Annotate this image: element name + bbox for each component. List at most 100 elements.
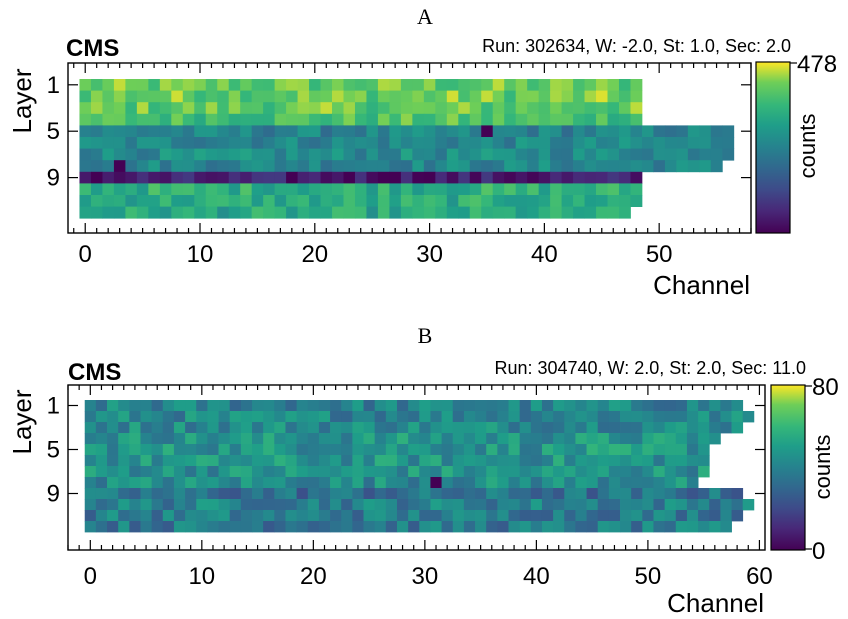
heatmap-cell bbox=[228, 160, 241, 173]
heatmap-cell bbox=[538, 183, 551, 196]
heatmap-cell bbox=[519, 499, 532, 511]
heatmap-cell bbox=[620, 444, 632, 456]
heatmap-cell bbox=[296, 521, 309, 533]
heatmap-cell bbox=[171, 148, 184, 161]
heatmap-cell bbox=[575, 422, 587, 434]
heatmap-cell bbox=[140, 400, 153, 412]
heatmap-cell bbox=[519, 444, 532, 456]
heatmap-cell bbox=[408, 400, 420, 412]
heatmap-cell bbox=[274, 400, 286, 412]
heatmap-cell bbox=[148, 90, 161, 103]
heatmap-cell bbox=[698, 433, 710, 445]
heatmap-cell bbox=[140, 488, 153, 500]
heatmap-cell bbox=[389, 113, 402, 126]
heatmap-cell bbox=[102, 183, 115, 196]
heatmap-cell bbox=[330, 499, 342, 511]
heatmap-cell bbox=[573, 79, 585, 91]
heatmap-cell bbox=[286, 183, 298, 196]
heatmap-cell bbox=[400, 183, 413, 196]
heatmap-cell bbox=[113, 125, 126, 138]
heatmap-cell bbox=[430, 455, 442, 467]
heatmap-cell bbox=[561, 125, 574, 138]
heatmap-cell bbox=[630, 160, 643, 173]
heatmap-cell bbox=[84, 466, 97, 478]
heatmap-cell bbox=[519, 521, 532, 533]
x-tick-label: 10 bbox=[187, 241, 214, 268]
heatmap-cell bbox=[240, 499, 253, 511]
heatmap-cell bbox=[309, 125, 321, 138]
heatmap-cell bbox=[218, 422, 231, 434]
panel-b: B CMS Run: 304740, W: 2.0, St: 2.0, Sec:… bbox=[7, 323, 839, 618]
heatmap-cell bbox=[307, 466, 320, 478]
heatmap-cell bbox=[205, 137, 218, 149]
heatmap-cell bbox=[182, 79, 195, 91]
heatmap-cell bbox=[159, 137, 172, 149]
heatmap-cell bbox=[171, 125, 184, 138]
heatmap-cell bbox=[318, 444, 331, 456]
heatmap-cell bbox=[530, 455, 543, 467]
heatmap-cell bbox=[389, 102, 402, 115]
panel-a-xlabel: Channel bbox=[653, 270, 750, 300]
heatmap-cell bbox=[263, 160, 276, 173]
heatmap-cell bbox=[159, 160, 172, 173]
heatmap-cell bbox=[240, 400, 253, 412]
heatmap-cell bbox=[217, 113, 230, 126]
heatmap-cell bbox=[423, 183, 436, 196]
heatmap-cell bbox=[561, 90, 574, 103]
heatmap-cell bbox=[125, 148, 138, 161]
heatmap-cell bbox=[318, 488, 331, 500]
heatmap-cell bbox=[196, 400, 208, 412]
heatmap-cell bbox=[653, 160, 666, 173]
x-tick-label: 0 bbox=[79, 241, 92, 268]
heatmap-cell bbox=[354, 195, 367, 207]
heatmap-cell bbox=[419, 444, 431, 456]
heatmap-cell bbox=[102, 206, 115, 219]
heatmap-cell bbox=[469, 125, 482, 138]
heatmap-cell bbox=[377, 137, 390, 149]
heatmap-cell bbox=[217, 171, 230, 184]
heatmap-cell bbox=[207, 488, 219, 500]
heatmap-cell bbox=[486, 466, 498, 478]
heatmap-cell bbox=[527, 195, 540, 207]
heatmap-cell bbox=[497, 488, 509, 500]
heatmap-cell bbox=[492, 206, 505, 219]
heatmap-cell bbox=[675, 400, 688, 412]
heatmap-cell bbox=[419, 400, 431, 412]
heatmap-cell bbox=[396, 488, 409, 500]
heatmap-cell bbox=[95, 411, 108, 423]
heatmap-cell bbox=[481, 90, 494, 103]
heatmap-cell bbox=[286, 102, 298, 115]
x-tick-label: 50 bbox=[635, 563, 662, 590]
heatmap-cell bbox=[263, 510, 275, 522]
heatmap-cell bbox=[475, 477, 487, 489]
heatmap-cell bbox=[469, 102, 482, 115]
heatmap-cell bbox=[469, 90, 482, 103]
heatmap-cell bbox=[608, 455, 621, 467]
x-tick-label: 20 bbox=[301, 241, 328, 268]
heatmap-cell bbox=[412, 195, 425, 207]
heatmap-cell bbox=[497, 422, 509, 434]
heatmap-cell bbox=[400, 113, 413, 126]
heatmap-cell bbox=[731, 411, 744, 423]
heatmap-cell bbox=[492, 148, 505, 161]
heatmap-cell bbox=[363, 521, 376, 533]
heatmap-cell bbox=[519, 400, 532, 412]
heatmap-cell bbox=[597, 488, 610, 500]
heatmap-cell bbox=[240, 160, 253, 173]
heatmap-cell bbox=[463, 411, 476, 423]
heatmap-cell bbox=[389, 125, 402, 138]
heatmap-cell bbox=[194, 171, 207, 184]
heatmap-cell bbox=[151, 466, 164, 478]
heatmap-cell bbox=[597, 455, 610, 467]
heatmap-cell bbox=[385, 400, 398, 412]
heatmap-cell bbox=[343, 102, 356, 115]
heatmap-cell bbox=[396, 411, 409, 423]
heatmap-cell bbox=[217, 160, 230, 173]
heatmap-cell bbox=[377, 183, 390, 196]
heatmap-cell bbox=[297, 113, 310, 126]
heatmap-cell bbox=[320, 206, 333, 219]
heatmap-cell bbox=[205, 102, 218, 115]
heatmap-cell bbox=[341, 488, 353, 500]
heatmap-cell bbox=[332, 183, 344, 196]
heatmap-cell bbox=[330, 466, 342, 478]
